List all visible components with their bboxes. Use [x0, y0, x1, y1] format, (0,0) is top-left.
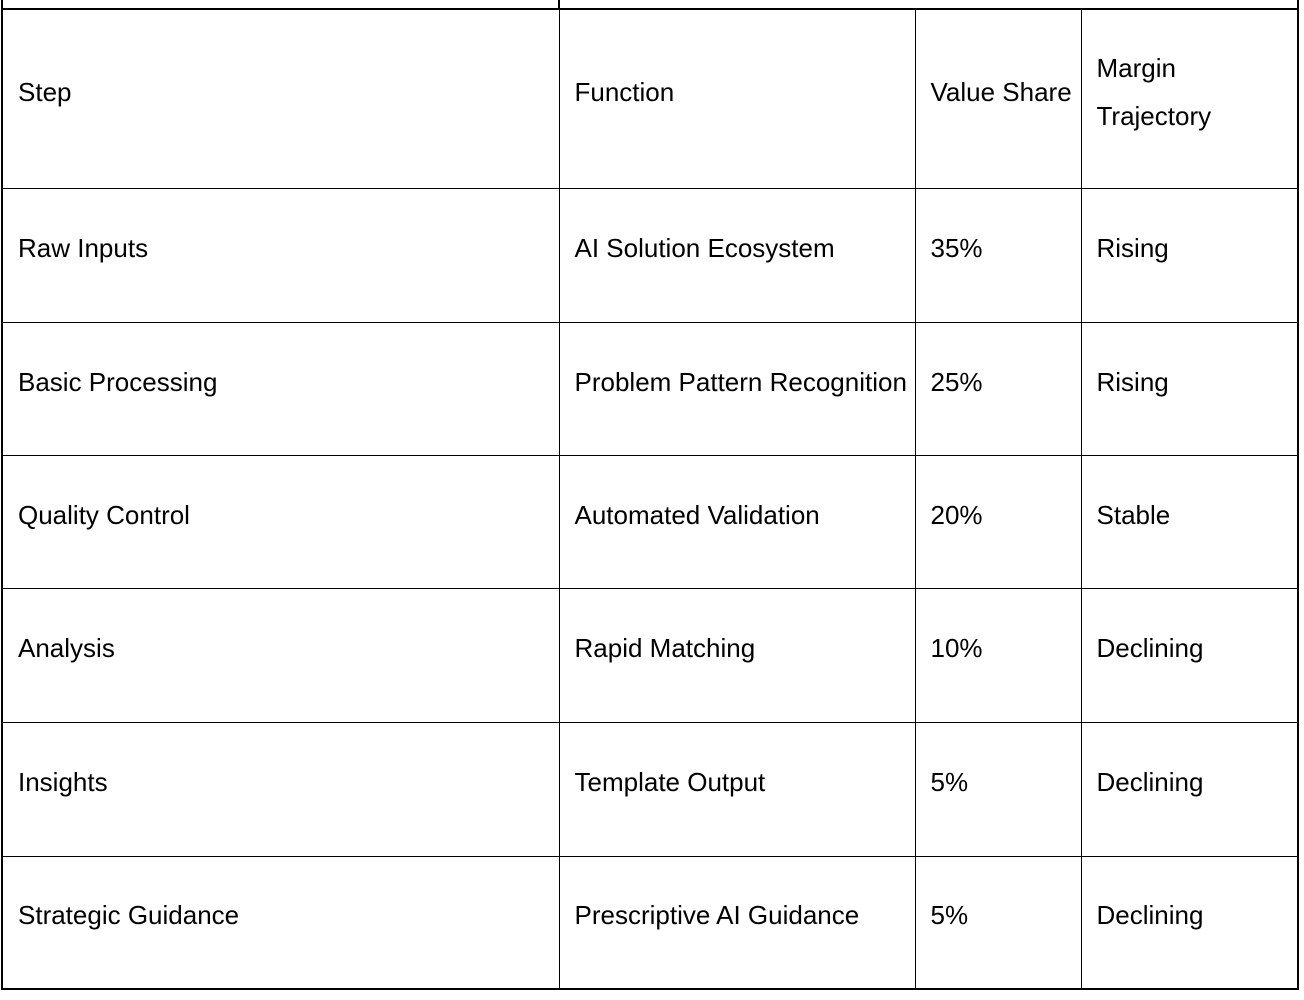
header-cell-step: Step	[1, 8, 560, 189]
table-row: Raw Inputs AI Solution Ecosystem 35% Ris…	[1, 187, 1299, 323]
cell-margin-trajectory: Rising	[1080, 321, 1299, 456]
cell-value-share: 10%	[914, 587, 1082, 723]
cell-value-share: 35%	[914, 187, 1082, 323]
table-header-row: Step Function Value Share Margin Traject…	[1, 8, 1299, 189]
table-row: Analysis Rapid Matching 10% Declining	[1, 587, 1299, 723]
header-label-function: Function	[574, 76, 675, 107]
partial-row-above	[1, 0, 1299, 8]
value-chain-table: Step Function Value Share Margin Traject…	[1, 8, 1299, 990]
cell-step: Raw Inputs	[1, 187, 560, 323]
partial-row-column-divider	[558, 0, 560, 8]
cell-step: Basic Processing	[1, 321, 560, 456]
cell-function: Template Output	[558, 721, 916, 857]
table-row: Quality Control Automated Validation 20%…	[1, 454, 1299, 589]
table-row: Insights Template Output 5% Declining	[1, 721, 1299, 857]
cell-margin-trajectory: Stable	[1080, 454, 1299, 589]
cell-value-share: 5%	[914, 855, 1082, 990]
table-row: Basic Processing Problem Pattern Recogni…	[1, 321, 1299, 456]
header-label-value-share: Value Share	[930, 76, 1072, 107]
cell-value-share: 25%	[914, 321, 1082, 456]
header-label-step: Step	[18, 76, 72, 107]
cell-step: Strategic Guidance	[1, 855, 560, 990]
cell-step: Analysis	[1, 587, 560, 723]
cell-value-share: 20%	[914, 454, 1082, 589]
cell-function: Rapid Matching	[558, 587, 916, 723]
header-cell-function: Function	[558, 8, 916, 189]
header-cell-margin-trajectory: Margin Trajectory	[1080, 8, 1299, 189]
cell-margin-trajectory: Declining	[1080, 587, 1299, 723]
header-label-margin-trajectory: Margin Trajectory	[1096, 52, 1212, 131]
header-cell-value-share: Value Share	[914, 8, 1082, 189]
cell-value-share: 5%	[914, 721, 1082, 857]
cell-function: Prescriptive AI Guidance	[558, 855, 916, 990]
cell-margin-trajectory: Declining	[1080, 721, 1299, 857]
cell-function: Automated Validation	[558, 454, 916, 589]
cell-margin-trajectory: Declining	[1080, 855, 1299, 990]
table-row: Strategic Guidance Prescriptive AI Guida…	[1, 855, 1299, 990]
cell-margin-trajectory: Rising	[1080, 187, 1299, 323]
cell-step: Quality Control	[1, 454, 560, 589]
cell-function: AI Solution Ecosystem	[558, 187, 916, 323]
cell-function: Problem Pattern Recognition	[558, 321, 916, 456]
cell-step: Insights	[1, 721, 560, 857]
